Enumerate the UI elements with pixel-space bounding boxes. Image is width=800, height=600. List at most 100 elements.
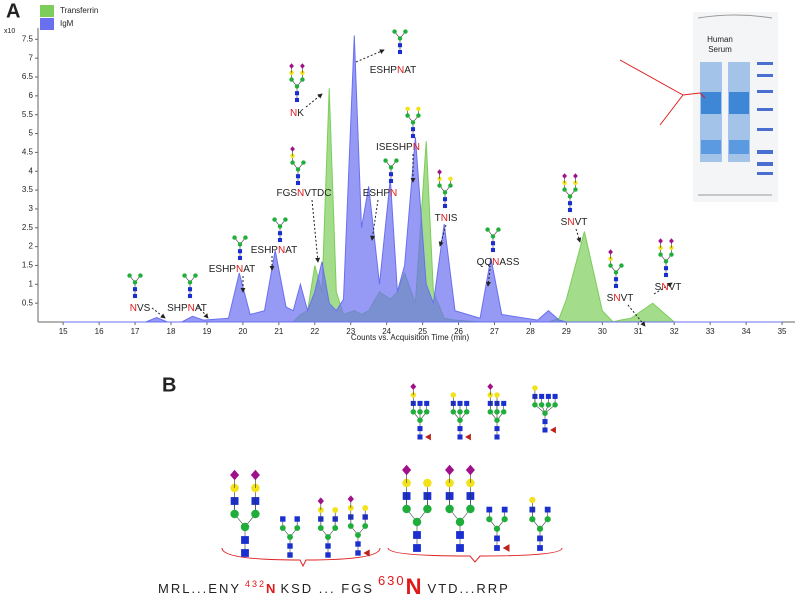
mannose — [362, 523, 369, 529]
mannose — [613, 270, 619, 275]
galactose — [532, 385, 538, 391]
glycan — [658, 238, 674, 278]
mannose — [542, 410, 548, 416]
glcnac — [442, 203, 448, 209]
x-tick-label: 22 — [310, 327, 319, 336]
glcnac — [494, 535, 500, 542]
mannose — [317, 525, 324, 531]
sialic-acid — [402, 464, 412, 476]
sialic-acid — [437, 169, 442, 175]
mannose — [410, 120, 416, 125]
mannose — [230, 509, 239, 519]
sialic-acid — [658, 238, 663, 244]
sialic-acid — [250, 469, 260, 481]
mannose — [251, 509, 260, 519]
glcnac — [287, 543, 293, 549]
glcnac — [417, 426, 423, 432]
mannose — [494, 409, 500, 415]
legend-label: Transferrin — [60, 6, 98, 15]
site: N — [406, 574, 424, 599]
annotation-arrow — [370, 199, 379, 241]
mannose — [347, 523, 354, 529]
x-tick-label: 19 — [202, 327, 211, 336]
glycan — [182, 273, 198, 299]
glcnac — [294, 97, 300, 103]
glcnac — [410, 127, 416, 132]
mannose — [663, 259, 669, 264]
peptide: AT — [285, 245, 297, 256]
sialic-acid — [465, 464, 475, 476]
glcnac — [410, 133, 416, 139]
mannose — [243, 235, 248, 240]
x-tick-label: 27 — [490, 327, 499, 336]
glcnac — [464, 400, 470, 406]
mannose — [538, 402, 545, 408]
mannose — [240, 522, 250, 532]
sialic-acid — [317, 497, 324, 505]
site: N — [278, 245, 285, 256]
glcnac — [567, 207, 573, 213]
mannose — [287, 534, 293, 540]
glycan — [410, 383, 431, 441]
legend-swatch — [40, 5, 54, 17]
glycan — [487, 383, 507, 440]
x-tick-label: 20 — [238, 327, 247, 336]
x-tick-label: 31 — [634, 327, 643, 336]
gel-bracket — [619, 59, 706, 126]
glcnac — [355, 550, 361, 556]
mannose — [394, 158, 399, 163]
glycan — [279, 516, 301, 558]
annotation: ESHPN — [363, 188, 397, 199]
peptide: ESHP — [209, 264, 237, 275]
sialic-acid — [289, 63, 294, 69]
annotation: ISESHPN — [376, 142, 420, 153]
glycan — [486, 506, 510, 552]
y-tick-label: 6 — [29, 91, 34, 100]
mannose — [132, 280, 138, 285]
mannose — [402, 504, 411, 514]
glycan — [445, 464, 475, 552]
mannose — [294, 525, 301, 531]
fucose — [465, 433, 471, 441]
glcnac — [413, 544, 421, 552]
mannose — [536, 525, 544, 532]
x-tick-label: 25 — [418, 327, 427, 336]
gel-band — [701, 140, 721, 154]
mannose — [562, 187, 567, 192]
sialic-acid — [230, 469, 240, 481]
y-tick-label: 0.5 — [22, 298, 34, 307]
y-tick-label: 1.5 — [22, 261, 34, 270]
glcnac — [542, 419, 548, 425]
annotation: TNIS — [435, 213, 458, 224]
glcnac — [537, 545, 543, 551]
glcnac — [241, 549, 249, 557]
peptide: VS — [137, 303, 151, 314]
y-tick-label: 2 — [29, 242, 34, 251]
site: N — [236, 264, 243, 275]
mannose — [423, 409, 430, 415]
y-tick-label: 5.5 — [22, 110, 34, 119]
glcnac — [545, 393, 551, 399]
annotation: SNVT — [655, 282, 682, 293]
glycan — [347, 495, 370, 557]
glcnac — [457, 426, 463, 432]
glcnac — [490, 241, 496, 246]
peptide: VTDC — [304, 188, 331, 199]
fucose — [550, 426, 556, 434]
galactose — [332, 507, 339, 513]
x-tick-label: 15 — [59, 327, 68, 336]
mannose — [412, 517, 422, 527]
y-tick-label: 7.5 — [22, 34, 34, 43]
x-tick-label: 32 — [670, 327, 679, 336]
site: N — [613, 293, 620, 304]
panel-label: B — [162, 374, 176, 396]
peptide: S — [655, 282, 662, 293]
sequence-part: MRL...ENY — [158, 581, 241, 596]
glcnac — [613, 277, 619, 282]
glcnac — [542, 427, 548, 433]
mannose — [289, 77, 294, 82]
peptide: S — [561, 217, 568, 228]
mannose — [417, 409, 423, 415]
galactose — [450, 392, 457, 398]
